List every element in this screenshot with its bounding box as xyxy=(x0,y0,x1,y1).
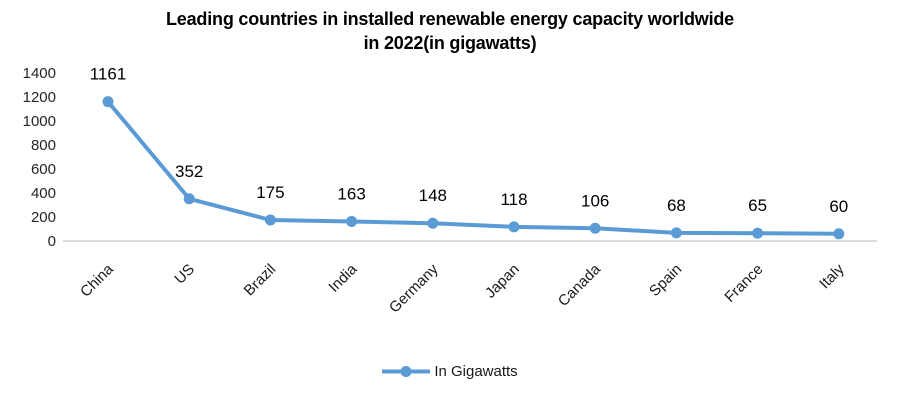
x-axis-category-label: Germany xyxy=(386,260,442,316)
data-point-marker xyxy=(752,227,764,239)
chart-title-line1: Leading countries in installed renewable… xyxy=(166,9,734,29)
x-axis-category-label: China xyxy=(77,260,117,300)
legend-label: In Gigawatts xyxy=(434,363,518,380)
x-axis-category-label: Japan xyxy=(482,261,523,302)
data-point-label: 65 xyxy=(748,196,767,215)
y-axis-tick-label: 1400 xyxy=(23,65,56,82)
x-axis-category-label: India xyxy=(325,260,360,295)
chart-title-line2: in 2022(in gigawatts) xyxy=(363,33,537,53)
data-point-marker xyxy=(427,217,439,229)
data-point-label: 352 xyxy=(175,162,203,181)
data-point-label: 163 xyxy=(337,184,365,203)
data-point-label: 118 xyxy=(500,190,527,209)
data-point-label: 175 xyxy=(256,183,284,202)
y-axis-tick-label: 400 xyxy=(31,185,56,202)
x-axis-category-label: Canada xyxy=(555,260,605,310)
data-point-label: 106 xyxy=(581,191,609,210)
data-point-label: 148 xyxy=(419,186,447,205)
y-axis-tick-label: 1000 xyxy=(23,113,56,130)
data-point-marker xyxy=(833,228,845,240)
x-axis-category-label: Italy xyxy=(816,260,848,292)
data-point-marker xyxy=(589,222,601,234)
data-point-marker xyxy=(508,221,520,233)
data-point-marker xyxy=(264,214,276,226)
data-point-marker xyxy=(346,215,358,227)
legend-line-marker-icon xyxy=(382,366,431,377)
x-axis-category-label: France xyxy=(721,261,766,306)
y-axis-tick-label: 800 xyxy=(31,137,56,154)
x-axis-category-label: Brazil xyxy=(241,261,280,300)
data-point-marker xyxy=(670,227,682,239)
y-axis-tick-label: 1200 xyxy=(23,89,56,106)
legend: In Gigawatts xyxy=(0,363,900,380)
data-point-label: 1161 xyxy=(90,65,127,84)
y-axis-tick-label: 0 xyxy=(48,233,56,250)
chart-title: Leading countries in installed renewable… xyxy=(0,7,900,55)
data-point-marker xyxy=(102,96,114,108)
data-point-label: 60 xyxy=(829,197,848,216)
y-axis-tick-label: 200 xyxy=(31,209,56,226)
data-line xyxy=(106,99,841,236)
y-axis-tick-label: 600 xyxy=(31,161,56,178)
x-axis-category-label: US xyxy=(171,261,198,288)
data-point-label: 68 xyxy=(667,196,686,215)
x-axis-category-label: Spain xyxy=(646,261,685,300)
data-point-marker xyxy=(183,193,195,205)
